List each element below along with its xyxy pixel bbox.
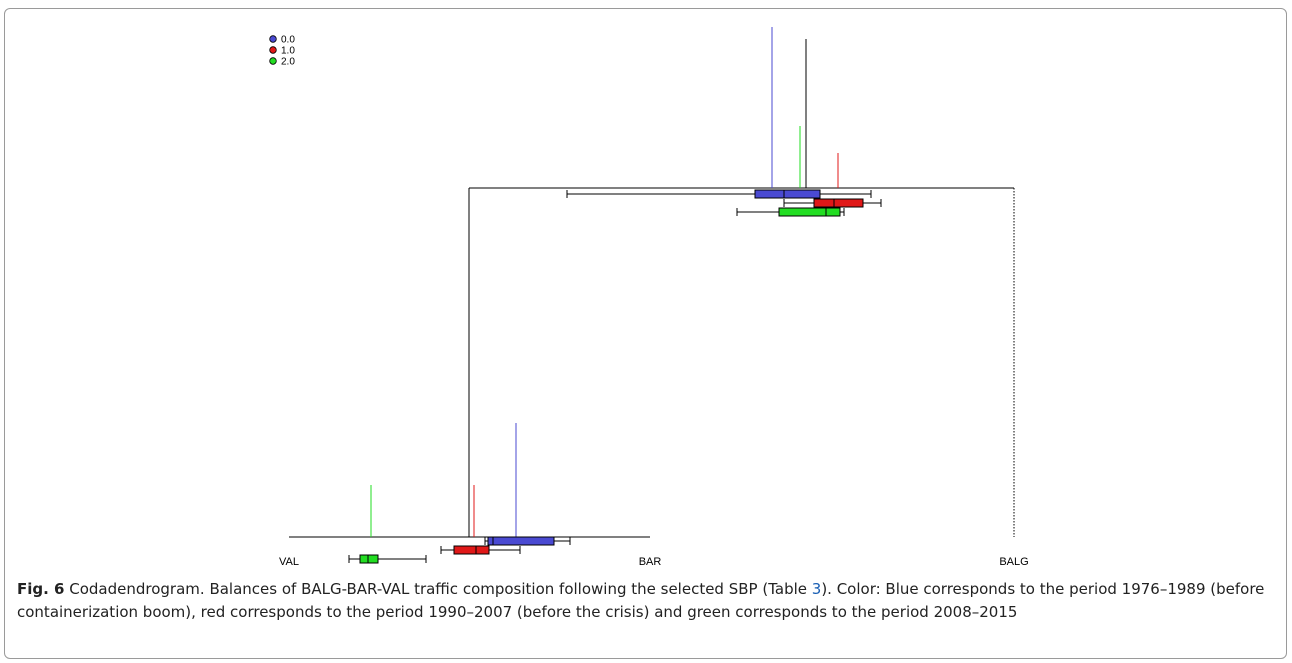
caption-text-after: ). Color: Blue corresponds to the period… bbox=[17, 580, 1265, 621]
dendrogram-tree bbox=[289, 39, 1015, 538]
caption-text-before: Codadendrogram. Balances of BALG-BAR-VAL… bbox=[64, 580, 812, 598]
figure-caption: Fig. 6 Codadendrogram. Balances of BALG-… bbox=[17, 578, 1272, 624]
legend-marker-1 bbox=[269, 46, 277, 54]
leaf-label-balg: BALG bbox=[999, 556, 1028, 568]
leaf-labels: VAL BAR BALG bbox=[279, 556, 1029, 568]
leaf-label-bar: BAR bbox=[639, 556, 662, 568]
root-boxplot-blue bbox=[566, 189, 872, 199]
root-node-mean-lines bbox=[771, 27, 839, 188]
legend-label-0: 0.0 bbox=[281, 35, 295, 46]
subnode-boxplot-red bbox=[440, 545, 521, 555]
figure-label: Fig. 6 bbox=[17, 580, 65, 598]
leaf-label-val: VAL bbox=[279, 556, 299, 568]
root-boxplot-red bbox=[783, 198, 882, 208]
subnode-boxplot-green bbox=[348, 554, 427, 564]
legend-label-2: 2.0 bbox=[281, 57, 295, 68]
root-node-boxplots bbox=[566, 189, 882, 217]
figure-frame bbox=[4, 8, 1287, 659]
legend-marker-2 bbox=[269, 57, 277, 65]
root-boxplot-green bbox=[736, 207, 845, 217]
legend-marker-0 bbox=[269, 35, 277, 43]
codadendrogram-plot: 0.0 1.0 2.0 bbox=[269, 27, 1029, 568]
table-reference-link[interactable]: 3 bbox=[811, 580, 822, 598]
legend: 0.0 1.0 2.0 bbox=[269, 35, 295, 68]
subnode-boxplot-blue bbox=[484, 536, 571, 546]
legend-label-1: 1.0 bbox=[281, 46, 295, 57]
subnode-boxplots bbox=[348, 536, 571, 564]
subnode-mean-lines bbox=[370, 423, 517, 537]
